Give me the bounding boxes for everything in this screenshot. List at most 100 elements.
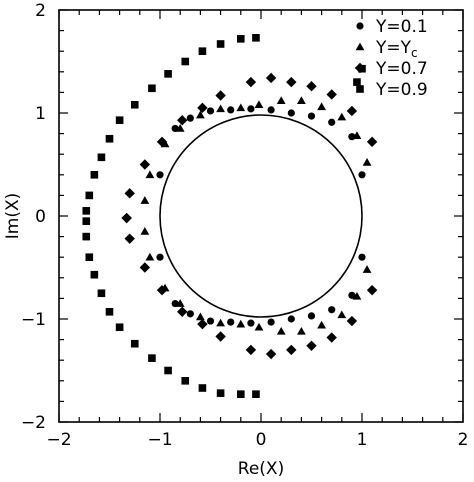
square-point [105,307,114,316]
data-markers [82,34,378,398]
square-point [90,270,99,279]
square-point [115,116,124,125]
circle-point [247,319,255,327]
diamond-point [124,188,135,199]
x-tick-label: 0 [256,430,267,450]
circle-point [358,171,366,179]
circle-point [156,171,164,179]
circle-point [348,291,356,299]
triangle-point [317,320,326,329]
triangle-point [297,326,306,335]
diamond-point [215,331,226,342]
triangle-point [145,252,155,261]
diamond-point [177,115,188,126]
legend-label: Y=Yc [375,38,418,60]
circle-point [186,114,194,122]
diamond-point [366,284,378,296]
diamond-point [156,136,168,148]
circle-point [328,306,336,314]
diamond-point [306,81,317,92]
square-point [237,390,245,398]
diamond-point [326,89,337,100]
square-point [85,253,94,261]
diamond-point [121,212,132,224]
diamond-point [326,332,337,343]
triangle-point [276,326,286,335]
y-tick-label: 0 [35,207,46,227]
legend-square-marker [356,85,364,93]
x-axis-label: Re(X) [238,459,284,479]
triangle-point [140,227,150,235]
square-point [105,134,114,143]
triangle-point [236,319,246,328]
diamond-point [245,344,257,356]
y-tick-label: 1 [35,104,46,124]
square-point [82,207,91,215]
triangle-point [352,131,362,139]
triangle-point [175,299,185,307]
x-tick-label: −2 [46,430,71,450]
square-point [130,100,139,109]
triangle-point [276,96,286,104]
diamond-point [265,72,277,84]
legend-circle-marker [356,22,364,30]
circle-point [206,107,215,115]
square-point [216,40,225,48]
square-point [164,366,172,375]
circle-point [307,112,316,120]
circle-point [307,312,316,320]
triangle-point [216,318,225,327]
square-point [97,153,106,162]
triangle-point [175,124,185,132]
triangle-point [352,291,362,300]
square-point [148,354,156,362]
square-point [181,57,190,66]
circle-point [186,310,194,318]
unit-circle [159,114,363,318]
legend-label: Y=0.9 [375,80,428,100]
square-point [130,339,139,348]
circle-point [358,253,366,261]
diamond-point [306,340,317,351]
diamond-point [245,76,257,88]
triangle-point [337,310,347,319]
circle-point [267,318,275,326]
square-point [164,70,172,78]
diamond-point [346,315,358,327]
square-point [90,171,99,179]
x-tick-label: 2 [458,430,469,450]
circle-point [267,106,275,114]
circle-point [206,317,215,325]
y-tick-label: 2 [35,1,46,21]
square-point [82,232,91,241]
diamond-point [197,318,208,330]
triangle-point [140,196,150,204]
diamond-point [177,306,188,317]
circle-point [287,315,295,323]
legend-label: Y=0.1 [375,17,428,37]
triangle-point [236,103,246,112]
square-point [181,377,190,385]
y-tick-label: −1 [21,310,46,330]
square-point [252,34,260,42]
triangle-point [216,104,225,113]
y-tick-labels: −2 −1 0 1 2 [21,1,46,433]
triangle-point [145,170,155,179]
legend-label: Y=0.7 [375,59,428,79]
circle-point [227,318,235,326]
triangle-point [317,102,326,111]
axis-ticks [58,9,464,423]
circle-point [287,109,295,117]
triangle-point [362,158,372,166]
diamond-point [265,348,277,360]
circle-point [156,253,164,261]
legend-triangle-marker [355,42,365,51]
diamond-point [215,90,226,101]
triangle-point [337,112,347,121]
triangle-point [254,322,264,331]
circle-point [328,118,336,126]
diamond-point [156,284,168,296]
x-tick-label: 1 [357,430,368,450]
square-point [148,84,156,93]
square-point [198,384,207,392]
